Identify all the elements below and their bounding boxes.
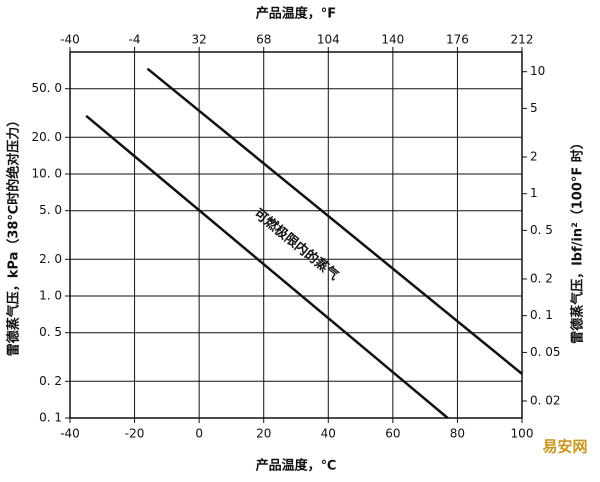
x2-tick-label: 212 bbox=[511, 33, 534, 47]
x2-tick-label: 176 bbox=[446, 33, 469, 47]
x-axis-title: 产品温度，℃ bbox=[256, 458, 337, 474]
x-tick-label: 60 bbox=[385, 427, 400, 441]
data-line bbox=[85, 114, 449, 419]
y-tick-label: 20. 0 bbox=[31, 130, 62, 144]
y-axis-title: 雷德蒸气压，kPa（38℃时的绝对压力） bbox=[6, 114, 22, 356]
x2-tick-label: 68 bbox=[256, 33, 271, 47]
watermark: 易安网 bbox=[542, 438, 587, 456]
x2-tick-label: -4 bbox=[129, 33, 141, 47]
x-tick-label: 100 bbox=[511, 427, 534, 441]
y-tick-label: 0. 2 bbox=[39, 374, 62, 388]
x2-tick-label: 32 bbox=[192, 33, 207, 47]
y-tick-label: 50. 0 bbox=[31, 81, 62, 95]
y-tick-label: 2. 0 bbox=[39, 252, 62, 266]
x-tick-label: 40 bbox=[321, 427, 336, 441]
y2-axis-title: 雷德蒸气压，lbf/in²（100°F 时） bbox=[570, 136, 586, 344]
x2-tick-label: -40 bbox=[60, 33, 80, 47]
data-line bbox=[146, 67, 523, 375]
y2-tick-label: 1 bbox=[530, 186, 538, 200]
y2-tick-label: 0. 02 bbox=[530, 393, 561, 407]
y-tick-label: 1. 0 bbox=[39, 289, 62, 303]
y-tick-label: 10. 0 bbox=[31, 167, 62, 181]
y2-tick-label: 0. 05 bbox=[530, 345, 561, 359]
x-tick-label: 0 bbox=[195, 427, 203, 441]
top-axis-title: 产品温度，°F bbox=[256, 6, 336, 22]
x-tick-label: 20 bbox=[256, 427, 271, 441]
y2-tick-label: 5 bbox=[530, 101, 538, 115]
y2-tick-label: 0. 5 bbox=[530, 223, 553, 237]
y2-tick-label: 10 bbox=[530, 64, 545, 78]
x2-tick-label: 104 bbox=[317, 33, 340, 47]
x-tick-label: 80 bbox=[450, 427, 465, 441]
x-tick-label: -20 bbox=[125, 427, 145, 441]
y-tick-label: 5. 0 bbox=[39, 203, 62, 217]
y2-tick-label: 0. 2 bbox=[530, 271, 553, 285]
y-tick-label: 0. 1 bbox=[39, 411, 62, 425]
y-tick-label: 0. 5 bbox=[39, 325, 62, 339]
y2-tick-label: 0. 1 bbox=[530, 308, 553, 322]
x2-tick-label: 140 bbox=[381, 33, 404, 47]
x-tick-label: -40 bbox=[60, 427, 80, 441]
y2-tick-label: 2 bbox=[530, 149, 538, 163]
